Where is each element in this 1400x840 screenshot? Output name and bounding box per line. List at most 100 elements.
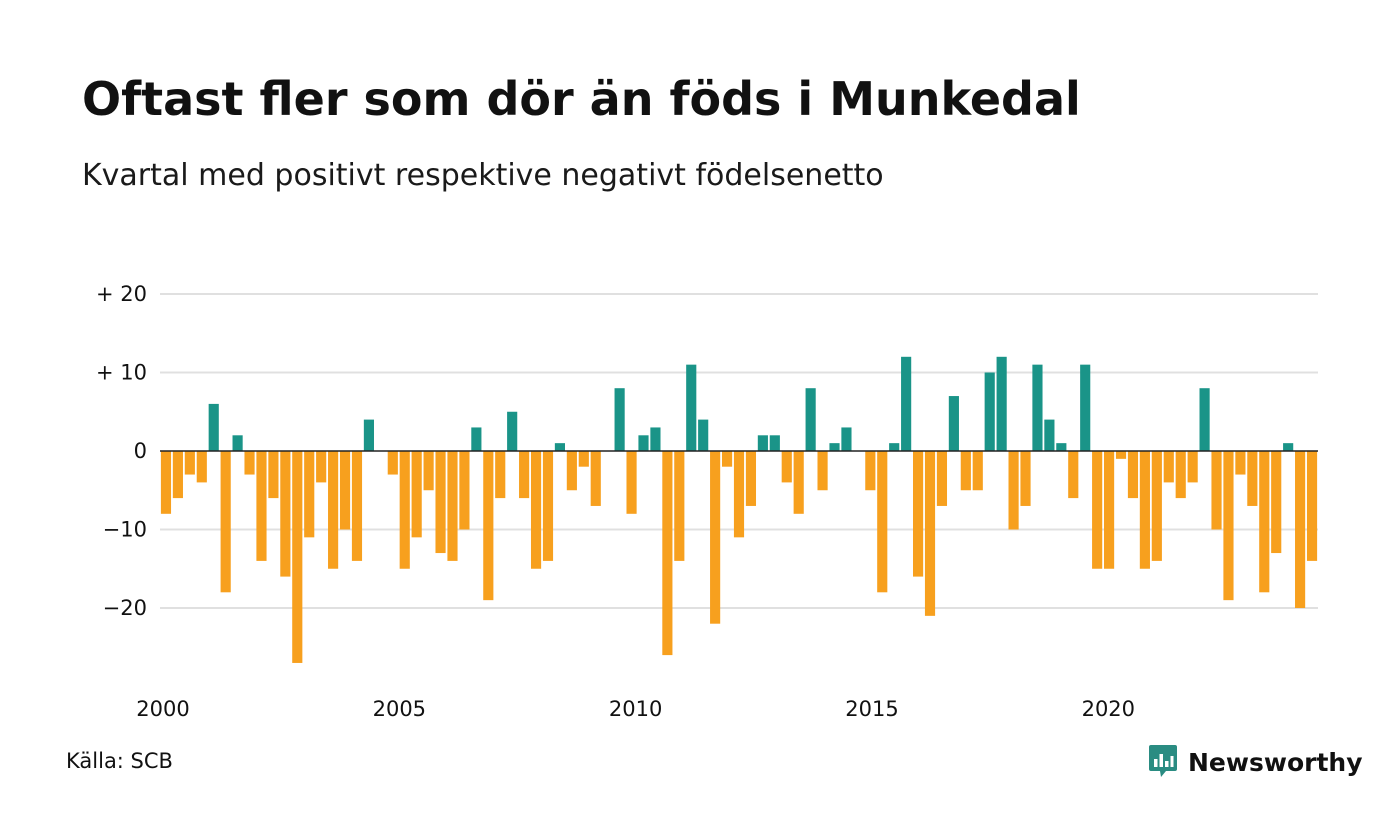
bar xyxy=(435,451,446,554)
bar xyxy=(220,451,231,593)
bar xyxy=(1247,451,1258,506)
bar xyxy=(459,451,470,530)
bar xyxy=(519,451,530,499)
bar xyxy=(1306,451,1318,561)
bar xyxy=(1020,451,1031,506)
bar xyxy=(160,451,172,514)
bar xyxy=(877,451,888,593)
bar xyxy=(841,427,852,451)
bar xyxy=(590,451,601,506)
bar xyxy=(913,451,924,577)
source-label: Källa: SCB xyxy=(66,749,173,773)
bar xyxy=(1295,451,1306,608)
bar xyxy=(793,451,804,514)
bar xyxy=(411,451,422,538)
bar xyxy=(948,396,959,451)
bar xyxy=(1115,451,1127,459)
bar xyxy=(1044,419,1055,451)
y-tick-label: −10 xyxy=(103,518,147,542)
bar xyxy=(1127,451,1139,499)
bar xyxy=(304,451,315,538)
bar xyxy=(698,419,709,451)
bar xyxy=(554,443,565,451)
y-tick-label: + 10 xyxy=(96,361,147,385)
bar xyxy=(1080,364,1091,451)
bar xyxy=(1104,451,1115,569)
bar xyxy=(399,451,410,569)
bar xyxy=(984,372,995,451)
bar xyxy=(1056,443,1067,451)
bar xyxy=(650,427,661,451)
bar xyxy=(1092,451,1103,569)
bar xyxy=(733,451,745,538)
bar xyxy=(865,451,876,491)
bar xyxy=(292,451,303,663)
x-tick-label: 2015 xyxy=(845,697,898,721)
bar xyxy=(244,451,255,475)
bar xyxy=(1008,451,1019,530)
bar xyxy=(447,451,458,561)
bar xyxy=(924,451,936,616)
bar xyxy=(686,364,697,451)
bar xyxy=(471,427,482,451)
bar xyxy=(542,451,554,561)
bar xyxy=(936,451,948,506)
bar xyxy=(530,451,542,569)
chart-subtitle: Kvartal med positivt respektive negativt… xyxy=(82,158,884,193)
bar xyxy=(638,435,649,451)
bar xyxy=(268,451,279,499)
chart-bubble-icon xyxy=(1149,745,1177,777)
y-tick-label: + 20 xyxy=(96,282,147,306)
bar xyxy=(1187,451,1198,483)
bar xyxy=(578,451,589,467)
brand-name: Newsworthy xyxy=(1188,747,1363,777)
bar xyxy=(960,451,971,491)
bar xyxy=(614,388,625,451)
bar xyxy=(626,451,637,514)
bar xyxy=(1199,388,1210,451)
bar xyxy=(1271,451,1282,554)
bar xyxy=(1223,451,1234,601)
bar xyxy=(745,451,757,506)
bar xyxy=(328,451,339,569)
bar xyxy=(710,451,721,624)
bar xyxy=(184,451,195,475)
bar xyxy=(495,451,506,499)
chart-title: Oftast fler som dör än föds i Munkedal xyxy=(82,72,1081,126)
bar xyxy=(1139,451,1150,569)
bar xyxy=(316,451,327,483)
bar xyxy=(757,435,768,451)
x-tick-label: 2010 xyxy=(609,697,662,721)
bar xyxy=(1211,451,1222,530)
bar xyxy=(1163,451,1174,483)
x-tick-label: 2020 xyxy=(1082,697,1135,721)
bar xyxy=(996,356,1007,451)
x-tick-label: 2000 xyxy=(136,697,189,721)
bar xyxy=(901,356,912,451)
bar xyxy=(1175,451,1186,499)
y-tick-label: 0 xyxy=(134,439,147,463)
bar xyxy=(196,451,207,483)
bar xyxy=(172,451,183,499)
bar xyxy=(256,451,267,561)
bar xyxy=(1235,451,1246,475)
bar xyxy=(351,451,363,561)
bar xyxy=(805,388,816,451)
bar xyxy=(1259,451,1270,593)
bar xyxy=(423,451,434,491)
bar xyxy=(387,451,398,475)
bar xyxy=(817,451,828,491)
bar xyxy=(662,451,673,656)
newsworthy-logo: Newsworthy xyxy=(1148,744,1363,780)
bar xyxy=(769,435,780,451)
bar xyxy=(781,451,792,483)
bar xyxy=(507,411,518,451)
bar xyxy=(339,451,351,530)
bar xyxy=(208,403,219,451)
bar xyxy=(972,451,983,491)
x-tick-label: 2005 xyxy=(373,697,426,721)
bar xyxy=(566,451,577,491)
bar xyxy=(829,443,840,451)
bar xyxy=(363,419,374,451)
